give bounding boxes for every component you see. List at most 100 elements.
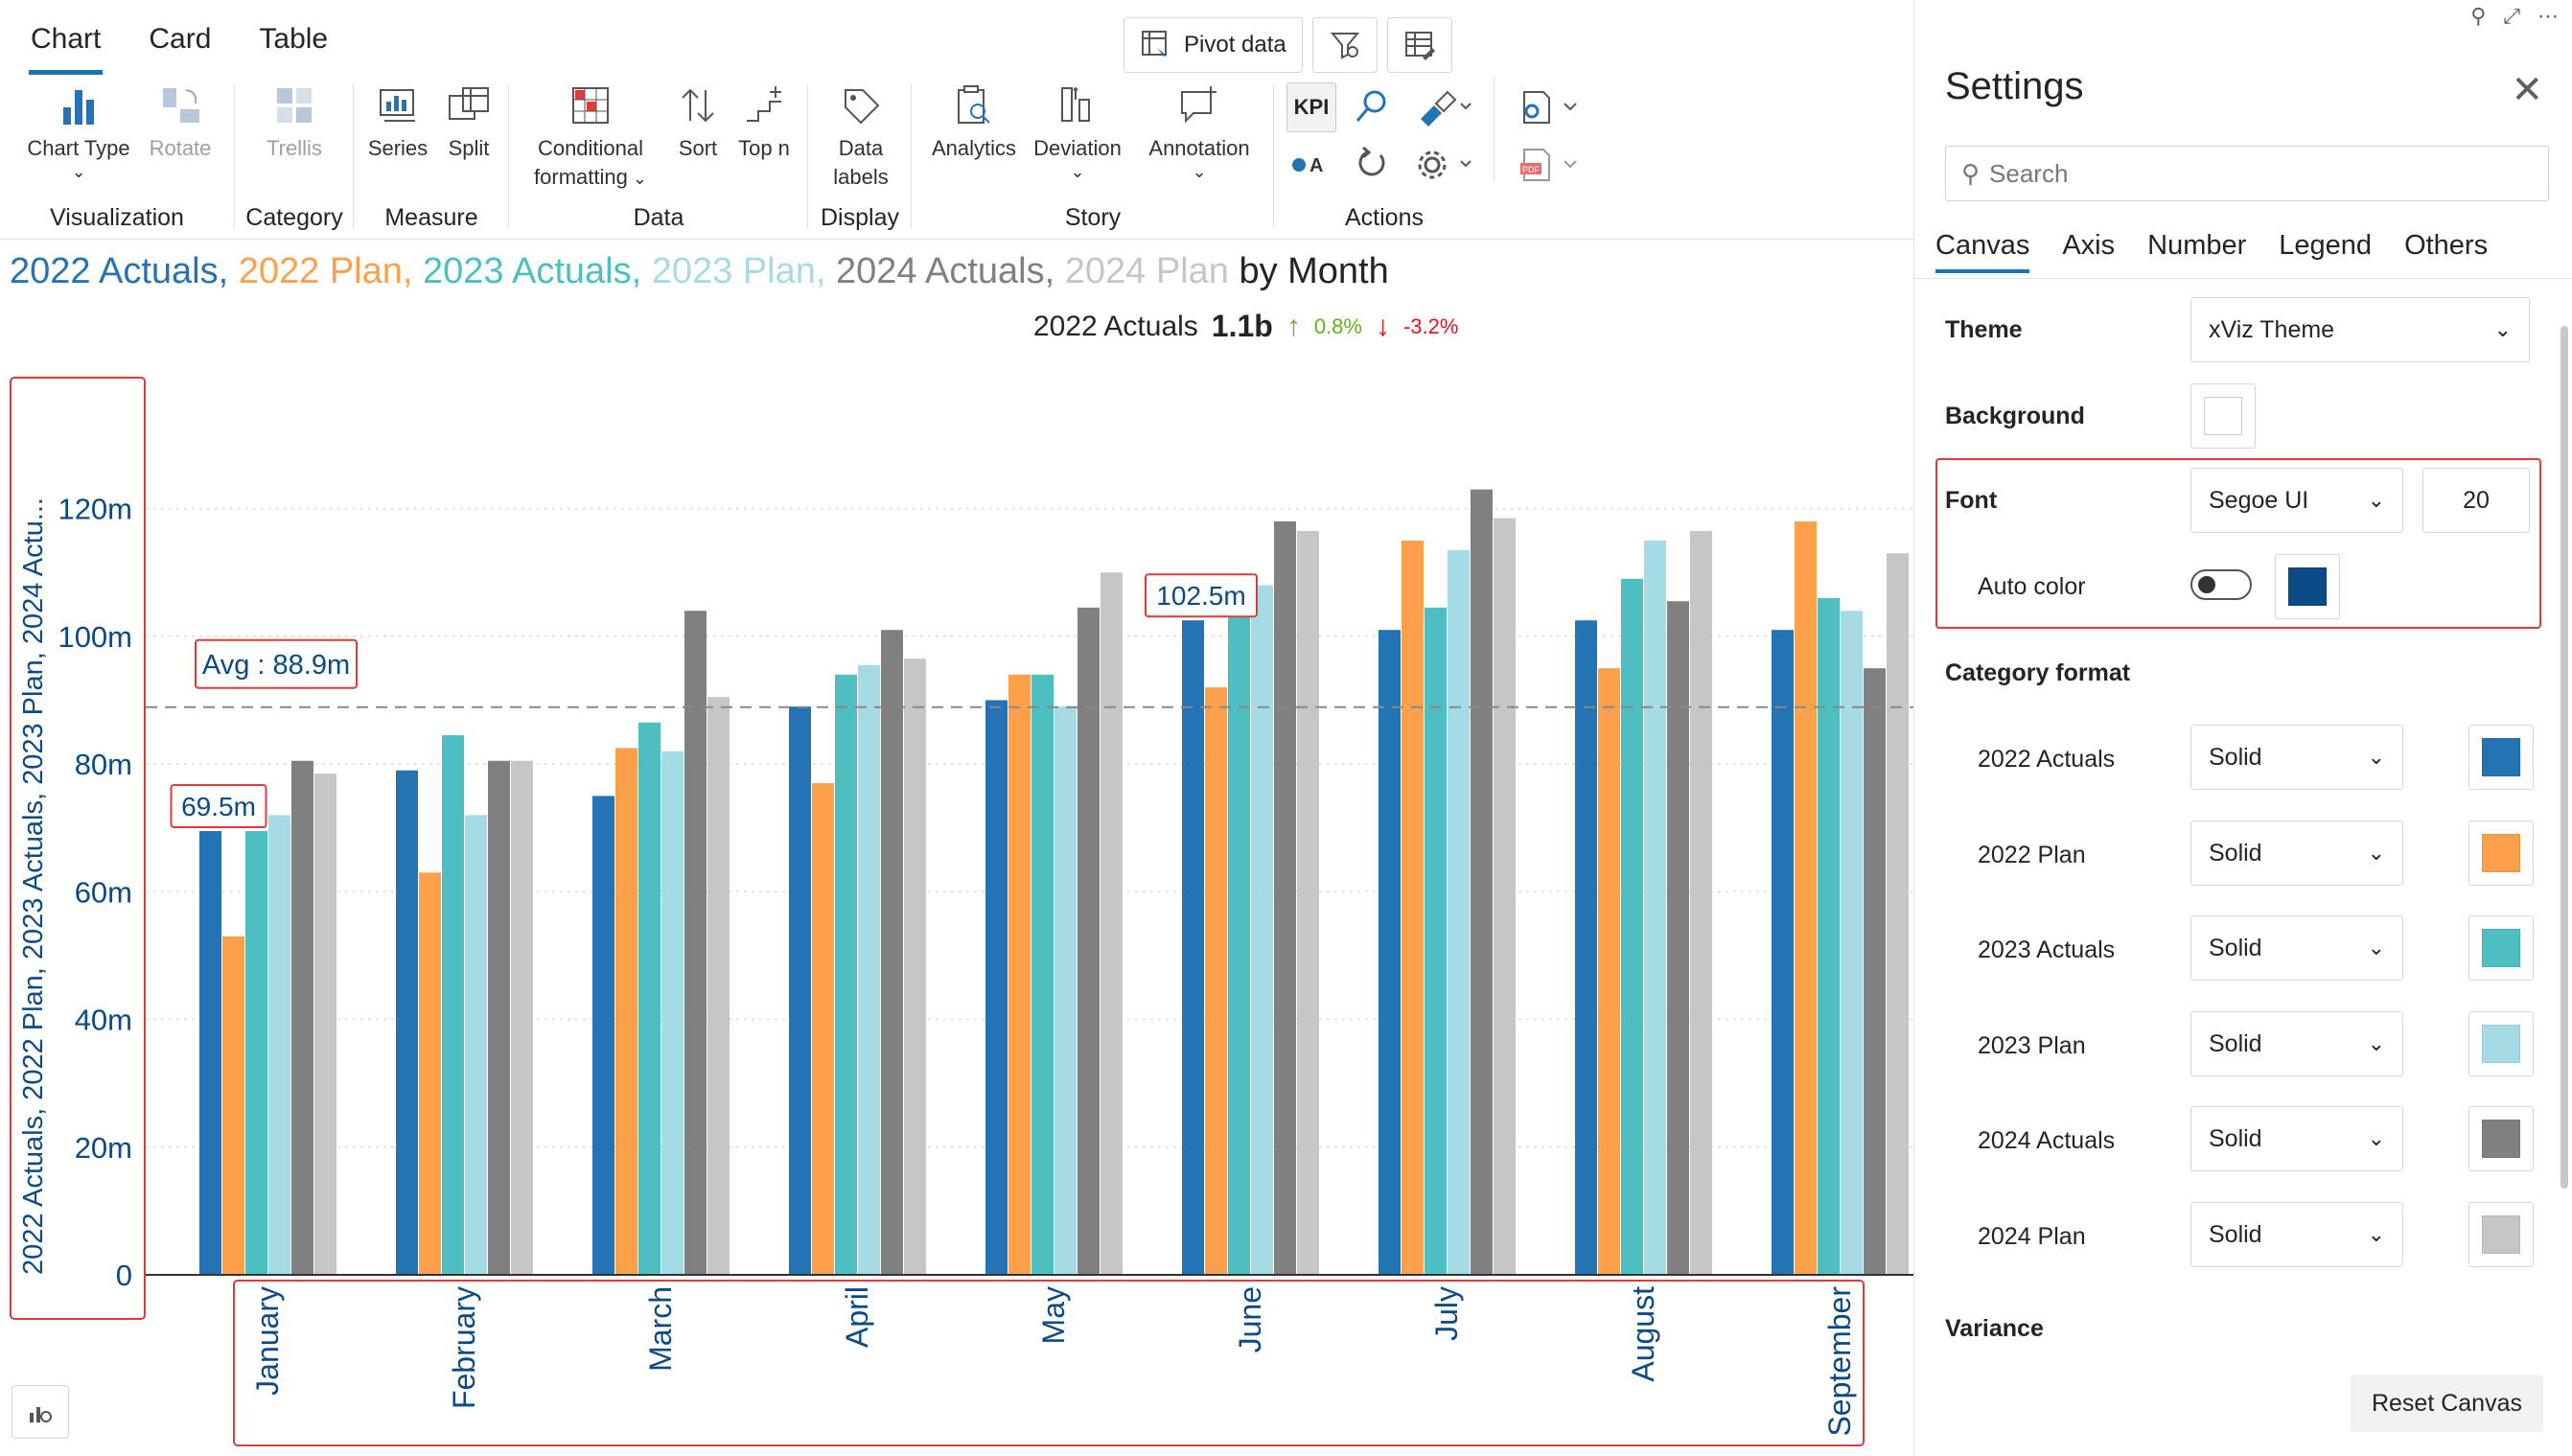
data-labels-button[interactable]: Data labels <box>823 82 899 192</box>
pdf-export-button[interactable]: PDF <box>1505 140 1591 190</box>
chart-type-button[interactable]: Chart Type ⌄ <box>21 82 136 180</box>
search-icon[interactable] <box>1346 82 1396 132</box>
bar[interactable] <box>419 872 441 1275</box>
bar[interactable] <box>1621 578 1643 1275</box>
bar[interactable] <box>1667 601 1689 1275</box>
bar[interactable] <box>592 796 614 1275</box>
bar[interactable] <box>638 722 660 1275</box>
top-n-button[interactable]: Top n <box>729 82 799 163</box>
bar[interactable] <box>465 815 487 1275</box>
category-style-dropdown[interactable]: Solid ⌄ <box>2190 1011 2403 1076</box>
bar[interactable] <box>1251 585 1273 1275</box>
deviation-button[interactable]: Deviation ⌄ <box>1028 82 1127 180</box>
filter-icon[interactable]: ⚲ <box>2470 4 2487 28</box>
split-button[interactable]: Split <box>435 82 502 163</box>
font-size-input[interactable]: 20 <box>2422 468 2530 533</box>
series-button[interactable]: Series <box>362 82 433 163</box>
category-color-picker[interactable] <box>2468 1202 2534 1267</box>
export-settings-button[interactable] <box>1505 82 1591 132</box>
bar[interactable] <box>1402 540 1424 1275</box>
bar[interactable] <box>1031 674 1054 1275</box>
category-color-picker[interactable] <box>2468 1011 2534 1076</box>
bar[interactable] <box>1795 520 1817 1275</box>
bar[interactable] <box>1008 674 1031 1275</box>
tab-card[interactable]: Card <box>149 23 212 55</box>
kpi-button[interactable]: KPI <box>1286 82 1336 132</box>
bar[interactable] <box>442 735 464 1275</box>
rotate-button[interactable]: Rotate <box>142 82 219 163</box>
bar[interactable] <box>396 770 418 1275</box>
settings-tab-number[interactable]: Number <box>2147 230 2247 261</box>
bar[interactable] <box>1448 549 1470 1275</box>
category-style-dropdown[interactable]: Solid ⌄ <box>2190 820 2403 886</box>
bar[interactable] <box>1425 607 1447 1275</box>
conditional-formatting-button[interactable]: Conditional formatting ⌄ <box>520 82 661 192</box>
legend-toggle-button[interactable]: A <box>1286 140 1336 190</box>
panel-scrollbar[interactable] <box>2560 326 2568 1189</box>
bar[interactable] <box>1274 520 1296 1275</box>
bar[interactable] <box>1841 611 1863 1275</box>
settings-gear-button[interactable] <box>1405 140 1482 190</box>
bar[interactable] <box>268 815 290 1275</box>
annotation-button[interactable]: Annotation ⌄ <box>1139 82 1260 180</box>
bar[interactable] <box>1598 668 1620 1275</box>
bar[interactable] <box>1772 630 1794 1275</box>
bar[interactable] <box>245 831 267 1275</box>
bar[interactable] <box>1644 540 1666 1275</box>
filter-settings-button[interactable] <box>1311 17 1378 73</box>
bar[interactable] <box>858 664 880 1275</box>
settings-tab-canvas[interactable]: Canvas <box>1935 230 2030 273</box>
bar[interactable] <box>1887 553 1909 1275</box>
bar[interactable] <box>1471 489 1493 1276</box>
font-family-dropdown[interactable]: Segoe UI ⌄ <box>2190 468 2403 533</box>
paint-brush-button[interactable] <box>1405 82 1482 132</box>
tab-chart[interactable]: Chart <box>29 17 104 75</box>
bar[interactable] <box>835 674 857 1275</box>
bar[interactable] <box>1297 530 1319 1275</box>
bar[interactable] <box>1077 607 1100 1275</box>
chart-options-button[interactable] <box>12 1385 69 1439</box>
bar[interactable] <box>511 760 533 1275</box>
bar[interactable] <box>615 748 637 1275</box>
bar[interactable] <box>789 706 811 1275</box>
bar[interactable] <box>1575 620 1597 1275</box>
pivot-data-button[interactable]: Pivot data <box>1124 17 1303 73</box>
reset-canvas-button[interactable]: Reset Canvas <box>2350 1375 2543 1432</box>
sort-button[interactable]: Sort <box>667 82 729 163</box>
bar[interactable] <box>199 831 221 1275</box>
reset-icon[interactable] <box>1346 140 1396 190</box>
bar[interactable] <box>1228 613 1250 1275</box>
category-style-dropdown[interactable]: Solid ⌄ <box>2190 1202 2403 1267</box>
bar[interactable] <box>684 611 707 1275</box>
category-style-dropdown[interactable]: Solid ⌄ <box>2190 1106 2403 1171</box>
bar[interactable] <box>1690 530 1712 1275</box>
category-style-dropdown[interactable]: Solid ⌄ <box>2190 915 2403 981</box>
theme-dropdown[interactable]: xViz Theme ⌄ <box>2190 297 2530 362</box>
font-color-picker[interactable] <box>2275 554 2340 619</box>
table-edit-button[interactable] <box>1386 17 1452 73</box>
tab-table[interactable]: Table <box>259 23 329 55</box>
category-color-picker[interactable] <box>2468 1106 2534 1171</box>
bar[interactable] <box>1864 668 1886 1275</box>
bar[interactable] <box>1101 572 1123 1275</box>
settings-tab-others[interactable]: Others <box>2404 230 2489 261</box>
settings-tab-axis[interactable]: Axis <box>2062 230 2116 261</box>
bar[interactable] <box>904 659 926 1275</box>
category-style-dropdown[interactable]: Solid ⌄ <box>2190 725 2403 790</box>
bar[interactable] <box>222 936 244 1275</box>
category-color-picker[interactable] <box>2468 915 2534 981</box>
bar[interactable] <box>291 760 313 1275</box>
auto-color-toggle[interactable] <box>2190 569 2252 600</box>
trellis-button[interactable]: Trellis <box>251 82 337 163</box>
analytics-button[interactable]: Analytics <box>928 82 1020 163</box>
bar[interactable] <box>881 630 903 1275</box>
bar[interactable] <box>1054 706 1077 1275</box>
settings-tab-legend[interactable]: Legend <box>2279 230 2373 261</box>
bar[interactable] <box>661 751 684 1275</box>
category-color-picker[interactable] <box>2468 725 2534 790</box>
bar[interactable] <box>1494 518 1516 1275</box>
more-options-icon[interactable]: ⋯ <box>2537 4 2559 28</box>
bar[interactable] <box>1182 620 1204 1275</box>
background-color-picker[interactable] <box>2190 383 2256 449</box>
bar[interactable] <box>1818 597 1840 1275</box>
